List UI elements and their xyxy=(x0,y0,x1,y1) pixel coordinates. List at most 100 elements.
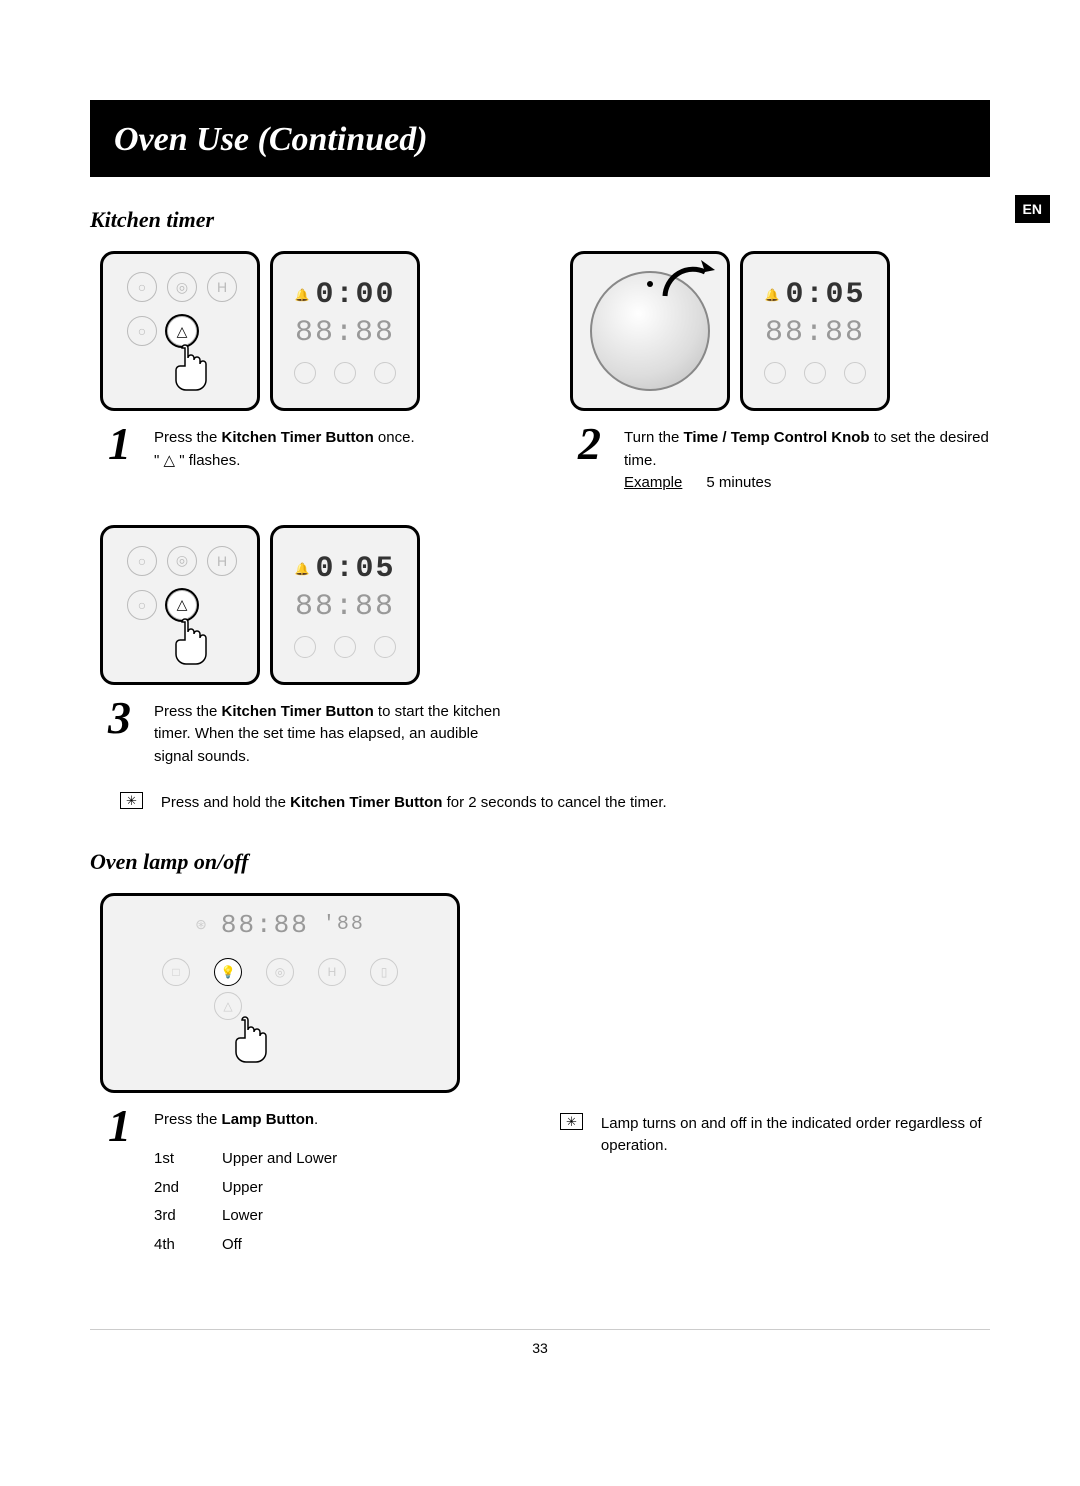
table-row: 4th Off xyxy=(154,1231,337,1260)
display-underrow xyxy=(294,362,396,384)
display-dim: 88:88 xyxy=(765,316,865,350)
display-underrow xyxy=(764,362,866,384)
step-number: 1 xyxy=(108,1105,142,1260)
header-bar: Oven Use (Continued) xyxy=(90,100,990,177)
hand-press-icon xyxy=(233,1014,273,1064)
panel-button-icon: ◎ xyxy=(167,272,197,302)
table-row: 2nd Upper xyxy=(154,1174,337,1203)
panel-button-icon: ◎ xyxy=(167,546,197,576)
step1-col: ○ ◎ H ○ △ 0:00 88:88 xyxy=(90,251,520,495)
display-underrow xyxy=(294,636,396,658)
step-number: 1 xyxy=(108,423,142,472)
note-text: Press and hold the Kitchen Timer Button … xyxy=(161,792,667,815)
kitchen-timer-note: ✳ Press and hold the Kitchen Timer Butto… xyxy=(120,792,990,815)
display-line: 0:05 xyxy=(765,278,866,312)
panel-button-icon: ◎ xyxy=(266,958,294,986)
lamp-button-icon: 💡 xyxy=(214,958,242,986)
step-number: 3 xyxy=(108,697,142,769)
display-dim: 88:88 xyxy=(295,316,395,350)
panel-button-icon: ○ xyxy=(127,590,157,620)
section-heading-oven-lamp: Oven lamp on/off xyxy=(90,849,990,875)
mini-button-icon xyxy=(804,362,826,384)
mini-button-icon xyxy=(844,362,866,384)
display-value: 0:05 xyxy=(785,278,865,312)
step3-illustration: ○ ◎ H ○ △ 0:05 88:88 xyxy=(90,525,520,685)
display-line: 0:00 xyxy=(295,278,396,312)
cell: 4th xyxy=(154,1231,194,1260)
step2: 2 Turn the Time / Temp Control Knob to s… xyxy=(578,423,990,495)
mini-button-icon xyxy=(334,362,356,384)
mini-button-icon xyxy=(764,362,786,384)
step-number: 2 xyxy=(578,423,612,495)
panel-button-icon: H xyxy=(318,958,346,986)
hand-press-icon xyxy=(173,616,213,666)
row-steps-1-2: ○ ◎ H ○ △ 0:00 88:88 xyxy=(90,251,990,495)
bell-icon xyxy=(295,286,310,304)
control-panel-illustration: ○ ◎ H ○ △ xyxy=(100,251,260,411)
panel-button-icon: ▯ xyxy=(370,958,398,986)
knob-indicator-icon xyxy=(647,281,653,287)
cell: Off xyxy=(222,1231,242,1260)
panel-button-icon: H xyxy=(207,272,237,302)
mini-button-icon xyxy=(374,636,396,658)
panel-button-icon: H xyxy=(207,546,237,576)
display-dim: 88:88 xyxy=(295,590,395,624)
step2-text: Turn the Time / Temp Control Knob to set… xyxy=(624,423,990,495)
text-bold: Time / Temp Control Knob xyxy=(683,429,869,446)
display-dim-small: '88 xyxy=(323,913,365,936)
step3-text: Press the Kitchen Timer Button to start … xyxy=(154,697,520,769)
display-line: 0:05 xyxy=(295,552,396,586)
display-dim: 88:88 xyxy=(221,910,309,940)
lamp-sequence-table: 1stUpper and Lower 2ndUpper 3rdLower 4th… xyxy=(154,1145,337,1259)
button-row: △ xyxy=(121,992,439,1020)
display-panel-illustration: 0:00 88:88 xyxy=(270,251,420,411)
cell: Lower xyxy=(222,1202,263,1231)
section-heading-kitchen-timer: Kitchen timer xyxy=(90,207,990,233)
cell: Upper xyxy=(222,1174,263,1203)
bell-icon xyxy=(765,286,780,304)
knob-panel-illustration xyxy=(570,251,730,411)
text: . xyxy=(314,1111,318,1128)
step1-illustration: ○ ◎ H ○ △ 0:00 88:88 xyxy=(90,251,520,411)
empty-col xyxy=(560,525,990,769)
fan-icon: ⊛ xyxy=(195,916,207,933)
page-title: Oven Use (Continued) xyxy=(114,121,428,158)
bell-outline-icon: △ xyxy=(164,450,176,473)
lamp-note: ✳ Lamp turns on and off in the indicated… xyxy=(560,1113,990,1158)
step1-text: Press the Kitchen Timer Button once. " △… xyxy=(154,423,415,472)
text: Press the xyxy=(154,1111,222,1128)
control-panel-illustration: ○ ◎ H ○ △ xyxy=(100,525,260,685)
text: " xyxy=(154,452,164,469)
rotate-arrow-icon xyxy=(657,258,717,308)
lamp-col-left: ⊛ 88:88 '88 □ 💡 ◎ H ▯ xyxy=(90,893,520,1260)
text-bold: Kitchen Timer Button xyxy=(290,794,442,811)
cell: Upper and Lower xyxy=(222,1145,337,1174)
text-bold: Kitchen Timer Button xyxy=(222,703,374,720)
cell: 2nd xyxy=(154,1174,194,1203)
text-bold: Lamp Button xyxy=(222,1111,314,1128)
row-step-3: ○ ◎ H ○ △ 0:05 88:88 xyxy=(90,525,990,769)
lamp-illustration: ⊛ 88:88 '88 □ 💡 ◎ H ▯ xyxy=(90,893,520,1093)
mini-button-icon xyxy=(374,362,396,384)
bell-icon xyxy=(295,560,310,578)
row-lamp: ⊛ 88:88 '88 □ 💡 ◎ H ▯ xyxy=(90,893,990,1260)
text: Press and hold the xyxy=(161,794,290,811)
panel-button-icon: □ xyxy=(162,958,190,986)
mini-button-icon xyxy=(294,362,316,384)
example-label: Example xyxy=(624,474,682,491)
text: Press the xyxy=(154,429,222,446)
hand-press-icon xyxy=(173,342,213,392)
display-line: ⊛ 88:88 '88 xyxy=(121,910,439,940)
table-row: 3rdLower xyxy=(154,1202,337,1231)
display-value: 0:05 xyxy=(315,552,395,586)
page-footer: 33 xyxy=(90,1329,990,1356)
step1: 1 Press the Kitchen Timer Button once. "… xyxy=(108,423,520,472)
wide-control-panel-illustration: ⊛ 88:88 '88 □ 💡 ◎ H ▯ xyxy=(100,893,460,1093)
step2-col: 0:05 88:88 2 Turn the Time / Temp Contro… xyxy=(560,251,990,495)
text: for 2 seconds to cancel the timer. xyxy=(442,794,666,811)
lamp-step1-text: Press the Lamp Button. 1stUpper and Lowe… xyxy=(154,1105,337,1260)
text-bold: Kitchen Timer Button xyxy=(222,429,374,446)
note-icon: ✳ xyxy=(560,1113,583,1130)
page: Oven Use (Continued) EN Kitchen timer ○ … xyxy=(0,0,1080,1416)
lamp-col-right: ✳ Lamp turns on and off in the indicated… xyxy=(560,893,990,1260)
